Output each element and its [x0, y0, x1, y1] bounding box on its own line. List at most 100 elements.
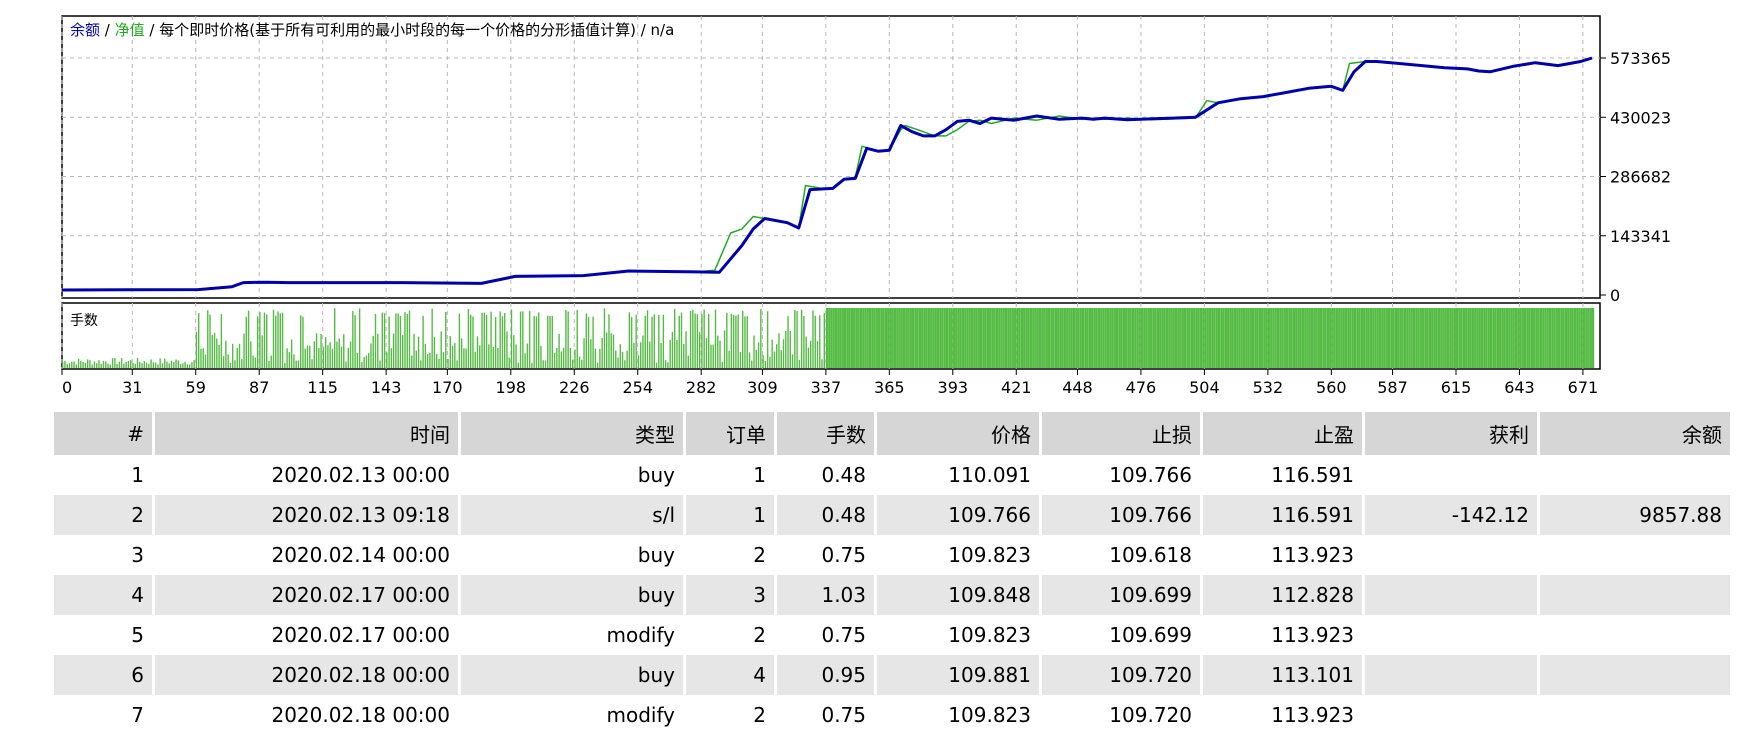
chart-legend: 余额 / 净值 / 每个即时价格(基于所有可利用的最小时段的每一个价格的分形插值…	[70, 21, 674, 39]
volume-bar	[703, 309, 705, 368]
volume-bar	[1041, 308, 1044, 368]
volume-bar	[232, 343, 234, 368]
volume-bar	[902, 308, 906, 368]
volume-bar	[479, 345, 481, 368]
volume-bar	[1274, 308, 1277, 368]
volume-bar	[1467, 308, 1470, 368]
volume-bar	[370, 343, 372, 368]
volume-bar	[943, 308, 946, 368]
column-header: 余额	[1540, 412, 1733, 455]
volume-bar	[986, 308, 989, 368]
volume-bar	[1582, 308, 1586, 368]
volume-bar	[1000, 308, 1003, 368]
volume-bar	[578, 356, 581, 368]
volume-bar	[1079, 308, 1082, 368]
volume-bar	[1240, 308, 1243, 368]
volume-bar	[1036, 308, 1039, 368]
volume-bar	[327, 345, 329, 368]
x-tick-label: 0	[62, 378, 72, 397]
volume-bar	[111, 358, 114, 368]
volume-bar	[839, 308, 842, 368]
volume-bar	[313, 341, 315, 368]
volume-bar	[1172, 308, 1175, 368]
table-cell: 110.091	[877, 455, 1042, 495]
table-cell: 109.699	[1042, 575, 1203, 615]
chart: 0 143341 286682 430023 573365 余额 / 净值 / 每个即时…	[61, 15, 1671, 397]
volume-bar	[1483, 308, 1486, 368]
volume-bar	[68, 363, 71, 368]
volume-bar	[148, 363, 150, 368]
volume-bar	[932, 308, 935, 368]
volume-bar	[222, 356, 225, 368]
volume-bar	[1091, 308, 1094, 368]
volume-bar	[397, 313, 399, 368]
volume-bar	[476, 336, 479, 368]
volume-bar	[1505, 308, 1509, 368]
volume-bar	[1410, 308, 1413, 368]
x-tick-label: 476	[1126, 378, 1157, 397]
volume-bar	[819, 315, 821, 368]
volume-bar	[1215, 308, 1218, 368]
volume-bar	[1530, 308, 1533, 368]
volume-bar	[1306, 308, 1309, 368]
table-cell: 0.75	[777, 535, 877, 575]
volume-bar	[62, 361, 64, 368]
volume-bar	[717, 335, 719, 368]
legend-balance: 余额	[70, 21, 100, 39]
volume-bar	[689, 310, 692, 368]
volume-bar	[1428, 308, 1431, 368]
volume-bar	[381, 312, 383, 368]
volume-bar	[127, 361, 130, 368]
volume-bar	[1329, 308, 1332, 368]
volume-bar	[368, 353, 370, 368]
volume-bar	[837, 308, 840, 368]
volume-bar	[984, 308, 987, 368]
volume-bar	[776, 344, 778, 368]
volume-bar	[494, 316, 497, 368]
volume-bar	[386, 352, 388, 368]
volume-bar	[277, 311, 279, 368]
volume-bar	[1195, 308, 1198, 368]
volume-bar	[1100, 308, 1103, 368]
volume-bar	[798, 360, 801, 368]
volume-bar	[1365, 308, 1368, 368]
volume-bar	[318, 348, 320, 368]
volume-bar	[1514, 308, 1518, 368]
column-header: 止盈	[1203, 412, 1365, 455]
volume-bar	[1363, 308, 1366, 368]
volume-bar	[465, 348, 467, 368]
volume-bar	[524, 353, 526, 368]
volume-bar	[1163, 308, 1166, 368]
volume-bar	[1236, 308, 1239, 368]
x-tick-label: 87	[249, 378, 269, 397]
volume-bar	[966, 308, 969, 368]
volume-bar	[1208, 308, 1212, 368]
volume-bar	[406, 313, 408, 368]
volume-bar	[293, 354, 295, 368]
table-cell: 4	[686, 655, 777, 695]
volume-bar	[807, 347, 810, 368]
volume-bar	[490, 311, 492, 368]
volume-bar	[1093, 308, 1096, 368]
volume-bar	[1501, 308, 1504, 368]
balance-line	[61, 56, 1593, 292]
volume-bar	[998, 308, 1001, 368]
volume-bar	[975, 308, 978, 368]
volume-bar	[216, 338, 218, 368]
volume-bar	[864, 308, 867, 368]
volume-bar	[1351, 308, 1354, 368]
table-cell: 1.03	[777, 575, 877, 615]
volume-bar	[100, 363, 102, 368]
volume-bar	[118, 361, 121, 368]
volume-bar	[719, 340, 721, 368]
volume-bar	[1109, 308, 1112, 368]
volume-bar	[982, 308, 985, 368]
volume-bar	[825, 308, 829, 368]
volume-bar	[105, 361, 107, 368]
volume-bar	[1118, 308, 1121, 368]
table-cell: 109.848	[877, 575, 1042, 615]
volume-bar	[692, 309, 694, 368]
volume-bar	[760, 308, 762, 368]
table-cell: 4	[54, 575, 155, 615]
volume-bar	[1569, 308, 1572, 368]
